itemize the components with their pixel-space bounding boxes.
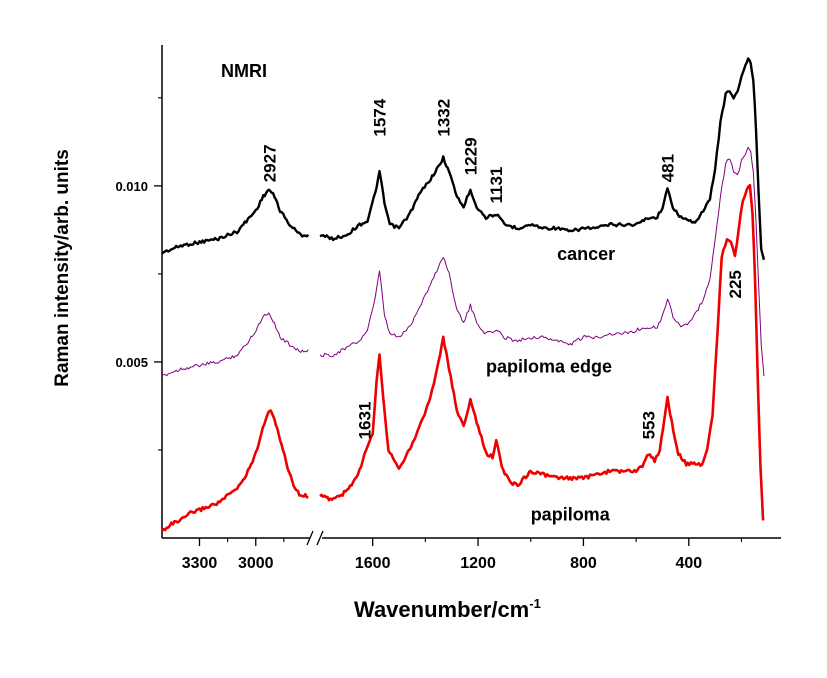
series-label: papiloma edge xyxy=(486,357,612,377)
series-layer xyxy=(161,57,766,532)
y-axis-title: Raman intensity/arb. units xyxy=(52,149,73,387)
peak-label: 553 xyxy=(640,411,659,439)
x-tick-label: 1600 xyxy=(355,555,391,572)
annotation-layer: 2927 1574 1332 1229 1131 481 225 1631 553 cancer p… xyxy=(260,98,745,524)
y-tick-label: 0.005 xyxy=(115,355,148,370)
peak-label: 1229 xyxy=(461,137,480,175)
peak-label: 1631 xyxy=(356,402,375,440)
peak-label: 1574 xyxy=(371,98,390,136)
peak-label: 2927 xyxy=(260,144,279,182)
x-tick-label: 800 xyxy=(570,555,597,572)
axis-break-mark xyxy=(306,530,314,546)
x-tick-label: 400 xyxy=(675,555,702,572)
peak-label: 481 xyxy=(659,154,678,182)
series-line-cancer xyxy=(161,57,766,261)
x-tick-label: 3000 xyxy=(238,555,274,572)
series-line-papiloma xyxy=(161,183,765,532)
x-tick-label: 3300 xyxy=(182,555,218,572)
peak-label: 1131 xyxy=(487,167,506,204)
x-axis-title: Wavenumber/cm-1 xyxy=(354,596,541,622)
series-line-papiloma-edge xyxy=(161,146,765,377)
peak-label: 225 xyxy=(726,270,745,298)
axis-break-mark xyxy=(316,530,324,546)
y-tick-label: 0.010 xyxy=(115,179,148,194)
series-label: papiloma xyxy=(531,504,611,524)
series-label: cancer xyxy=(557,244,615,264)
x-tick-label: 1200 xyxy=(460,555,496,572)
chart-title: NMRI xyxy=(221,61,267,81)
peak-label: 1332 xyxy=(434,99,453,137)
axes: 0.005 0.010 3300 3000 1600 1200 800 400 xyxy=(115,45,781,572)
